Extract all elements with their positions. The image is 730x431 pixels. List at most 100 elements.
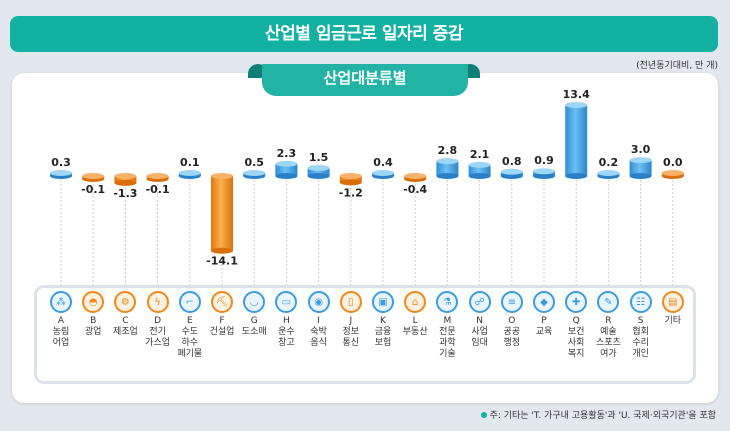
basket-icon: ◡	[243, 291, 266, 313]
category-O: ≡ O 공공 행정	[495, 291, 529, 349]
people-icon: ☍	[468, 291, 491, 313]
category-name: 정보 통신	[342, 327, 360, 348]
bar-top	[468, 161, 491, 168]
bar-top	[533, 168, 555, 175]
footnote: 주: 기타는 'T. 가구내 고용활동'과 'U. 국제·외국기관'을 포함	[480, 408, 716, 421]
category-P: ◆ P 교육	[527, 291, 561, 338]
footnote-text: 주: 기타는 'T. 가구내 고용활동'과 'U. 국제·외국기관'을 포함	[489, 411, 716, 421]
data-label: 2.8	[438, 144, 458, 157]
bar-bottom	[339, 179, 362, 186]
unit-label: (전년동기대비, 만 개)	[636, 61, 718, 71]
helmet-icon: ◓	[82, 291, 105, 313]
data-label: -0.1	[81, 183, 105, 196]
bar	[565, 104, 588, 176]
bar-top	[565, 101, 588, 108]
gear-icon: ⚙	[114, 291, 137, 313]
category-name: 공공 행정	[503, 327, 521, 348]
bar-M	[436, 158, 459, 179]
bar-N	[468, 161, 491, 179]
bar-bottom	[211, 247, 233, 254]
category-M: ⚗ M 전문 과학 기술	[430, 291, 464, 360]
category-S: ☷ S 협회 수리 개인	[624, 291, 658, 360]
category-code: H	[283, 316, 290, 326]
category-name: 예술 스포츠 여가	[595, 327, 621, 359]
house-icon: ⌂	[404, 291, 427, 313]
category-K: ▣ K 금융 보험	[366, 291, 400, 349]
bar-G	[243, 170, 266, 179]
bar-B	[82, 173, 105, 182]
data-label: -1.2	[339, 186, 363, 199]
category-code: A	[57, 316, 65, 326]
bar-bottom	[629, 173, 652, 179]
category-code: C	[122, 316, 129, 326]
data-label: 2.3	[277, 147, 297, 160]
category-I: ◉ I 숙박 음식	[302, 291, 336, 349]
bar-bottom	[275, 173, 298, 179]
bar-R	[597, 170, 620, 179]
data-label: 0.5	[244, 156, 264, 169]
bar-bottom	[565, 173, 588, 179]
category-name: 금융 보험	[374, 327, 392, 348]
bar-top	[82, 173, 105, 179]
truck-icon: ▭	[275, 291, 298, 313]
bar-bottom	[500, 173, 523, 179]
category-code: D	[154, 316, 162, 326]
bar-top	[114, 173, 137, 179]
bar-O	[500, 168, 523, 179]
bar	[339, 176, 362, 183]
bar-top	[339, 173, 362, 179]
bar-I	[307, 165, 330, 179]
bar-bottom	[436, 173, 459, 179]
category-name: 보건 사회 복지	[567, 327, 585, 359]
category-name: 기타	[664, 316, 682, 326]
data-label: 0.8	[502, 155, 522, 168]
category-code: I	[317, 316, 320, 326]
medical-kit-icon: ✚	[565, 291, 588, 313]
category-H: ▭ H 운수 창고	[269, 291, 303, 349]
bar-top	[500, 168, 523, 175]
category-name: 전기 가스업	[145, 327, 171, 348]
category-code: B	[90, 316, 97, 326]
bar-top	[243, 170, 266, 176]
category-code: R	[605, 316, 612, 326]
category-etc: ▤ 기타	[656, 291, 690, 327]
data-label: 0.1	[180, 156, 200, 169]
bar-C	[114, 173, 137, 186]
category-code: F	[219, 316, 225, 326]
category-name: 수도 하수 폐기물	[177, 327, 203, 359]
bar-top	[629, 157, 652, 164]
category-E: ⌐ E 수도 하수 폐기물	[173, 291, 207, 360]
graduation-cap-icon: ◆	[533, 291, 555, 313]
category-B: ◓ B 광업	[76, 291, 110, 338]
excavator-icon: ⛏	[211, 291, 233, 313]
wheat-icon: ⁂	[50, 291, 72, 313]
bar-top	[372, 170, 394, 176]
bar-L	[404, 173, 427, 182]
category-A: ⁂ A 농림 어업	[44, 291, 78, 349]
category-C: ⚙ C 제조업	[108, 291, 142, 338]
bar-S	[629, 157, 652, 179]
category-code: P	[541, 316, 547, 326]
group-icon: ☷	[629, 291, 652, 313]
palette-icon: ✎	[597, 291, 620, 313]
category-G: ◡ G 도소매	[237, 291, 271, 338]
bar-E	[178, 170, 201, 179]
category-name: 운수 창고	[278, 327, 295, 348]
dish-icon: ◉	[307, 291, 330, 313]
category-code: K	[380, 316, 386, 326]
bullet-icon	[480, 412, 487, 418]
faucet-icon: ⌐	[178, 291, 201, 313]
document-icon: ▤	[661, 291, 684, 313]
data-label: -0.1	[146, 183, 170, 196]
bar-bottom	[307, 173, 330, 179]
category-D: ϟ D 전기 가스업	[141, 291, 175, 349]
bar-top	[307, 165, 330, 172]
category-code: N	[476, 316, 483, 326]
category-code: S	[637, 316, 644, 326]
bar	[275, 163, 298, 176]
bar	[629, 160, 652, 176]
data-label: 1.5	[309, 151, 329, 164]
bar-etc	[661, 170, 684, 179]
data-label: 3.0	[631, 143, 651, 156]
